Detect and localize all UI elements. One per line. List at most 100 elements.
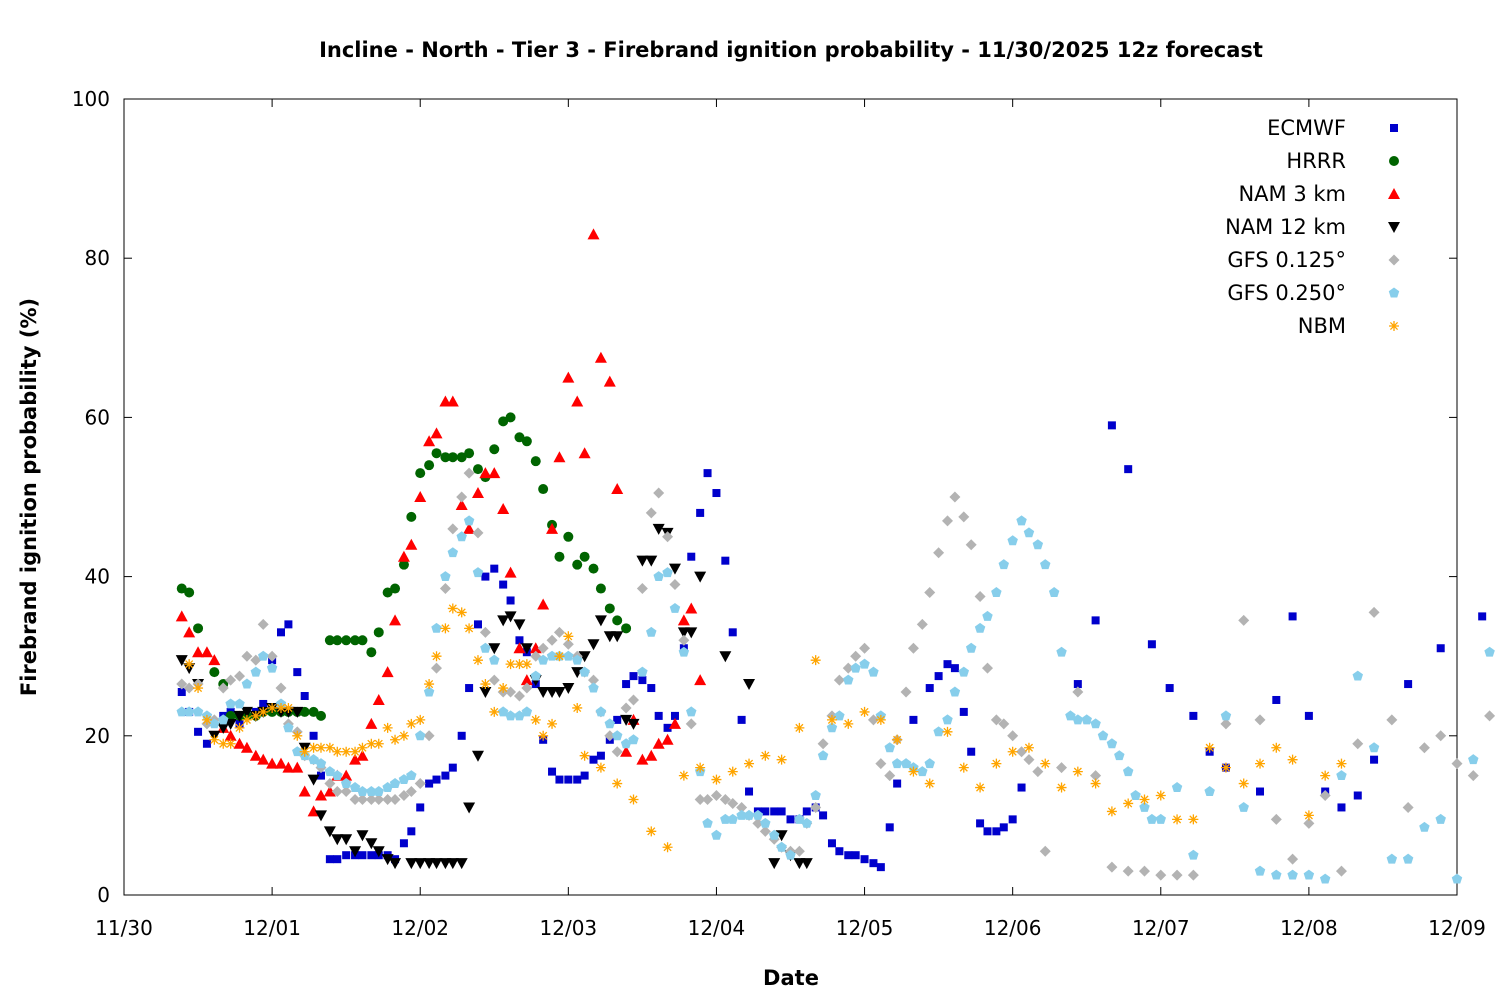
data-point bbox=[768, 829, 780, 840]
data-point bbox=[612, 615, 623, 626]
data-point bbox=[514, 432, 525, 443]
data-point bbox=[1123, 798, 1134, 809]
data-point bbox=[480, 679, 491, 690]
data-point bbox=[1072, 714, 1084, 725]
data-point bbox=[332, 635, 343, 646]
data-point bbox=[563, 650, 574, 661]
data-point bbox=[241, 678, 253, 689]
legend-marker bbox=[1389, 156, 1399, 166]
data-point bbox=[414, 778, 426, 790]
data-point bbox=[521, 682, 533, 694]
data-point bbox=[389, 793, 401, 805]
data-point bbox=[695, 762, 706, 773]
data-point bbox=[489, 706, 500, 717]
data-point bbox=[1146, 813, 1158, 824]
data-point bbox=[743, 679, 756, 691]
data-point bbox=[876, 863, 885, 872]
data-point bbox=[1336, 758, 1347, 769]
data-point bbox=[891, 758, 903, 769]
data-point bbox=[770, 807, 779, 816]
data-point bbox=[390, 583, 401, 594]
data-point bbox=[1303, 869, 1315, 880]
data-point bbox=[884, 770, 896, 782]
data-point bbox=[1220, 762, 1231, 773]
data-point bbox=[1056, 646, 1067, 657]
data-point bbox=[479, 687, 492, 699]
data-point bbox=[810, 801, 822, 813]
data-point bbox=[611, 730, 623, 741]
data-point bbox=[202, 739, 211, 748]
data-point bbox=[276, 628, 285, 637]
data-point bbox=[1256, 787, 1265, 796]
data-point bbox=[620, 745, 633, 757]
data-point bbox=[194, 727, 203, 736]
data-point bbox=[745, 787, 754, 796]
data-point bbox=[298, 785, 311, 797]
data-point bbox=[646, 626, 657, 637]
data-point bbox=[694, 674, 707, 686]
data-point bbox=[316, 771, 325, 780]
data-point bbox=[711, 774, 722, 785]
data-point bbox=[473, 620, 482, 629]
data-point bbox=[670, 711, 679, 720]
data-point bbox=[817, 738, 829, 750]
data-point bbox=[257, 618, 269, 630]
data-point bbox=[324, 778, 336, 790]
data-point bbox=[669, 579, 681, 591]
data-point bbox=[504, 566, 517, 578]
data-point bbox=[1165, 684, 1174, 693]
x-tick-label: 11/30 bbox=[95, 916, 153, 940]
data-point bbox=[176, 706, 187, 717]
data-point bbox=[843, 674, 854, 685]
data-point bbox=[177, 688, 186, 697]
data-point bbox=[934, 672, 943, 681]
data-point bbox=[332, 770, 343, 781]
data-point bbox=[588, 563, 599, 574]
data-point bbox=[563, 631, 574, 642]
y-tick-label: 20 bbox=[85, 724, 110, 748]
data-point bbox=[218, 738, 229, 749]
data-point bbox=[627, 718, 640, 730]
data-point bbox=[233, 710, 246, 722]
data-point bbox=[958, 511, 970, 523]
data-point bbox=[662, 567, 673, 578]
data-point bbox=[505, 412, 516, 423]
data-point bbox=[514, 710, 525, 721]
data-point bbox=[381, 854, 394, 866]
data-point bbox=[629, 672, 638, 681]
data-point bbox=[414, 730, 426, 741]
data-point bbox=[201, 714, 212, 725]
data-point bbox=[1107, 421, 1116, 430]
series-3 bbox=[175, 523, 813, 870]
data-point bbox=[652, 523, 665, 535]
data-point bbox=[1039, 845, 1051, 857]
x-tick-label: 12/05 bbox=[836, 916, 894, 940]
data-point bbox=[768, 858, 781, 870]
data-point bbox=[776, 754, 787, 765]
data-point bbox=[1007, 535, 1018, 546]
data-point bbox=[488, 467, 501, 479]
data-point bbox=[965, 539, 977, 551]
data-point bbox=[416, 803, 425, 812]
data-point bbox=[1436, 644, 1445, 653]
data-point bbox=[537, 598, 550, 610]
data-point bbox=[505, 659, 516, 670]
data-point bbox=[611, 483, 624, 495]
data-point bbox=[727, 813, 738, 824]
data-point bbox=[1271, 742, 1282, 753]
data-point bbox=[193, 683, 204, 694]
data-point bbox=[1238, 778, 1249, 789]
data-point bbox=[1319, 873, 1331, 884]
data-point bbox=[405, 858, 418, 870]
data-point bbox=[520, 643, 533, 655]
data-point bbox=[373, 793, 385, 805]
data-point bbox=[1467, 770, 1479, 782]
data-point bbox=[275, 682, 287, 694]
data-point bbox=[315, 710, 326, 721]
data-point bbox=[546, 522, 559, 534]
data-point bbox=[892, 734, 903, 745]
data-point bbox=[620, 702, 632, 714]
data-point bbox=[349, 753, 362, 765]
data-point bbox=[455, 498, 468, 510]
data-point bbox=[867, 714, 879, 726]
